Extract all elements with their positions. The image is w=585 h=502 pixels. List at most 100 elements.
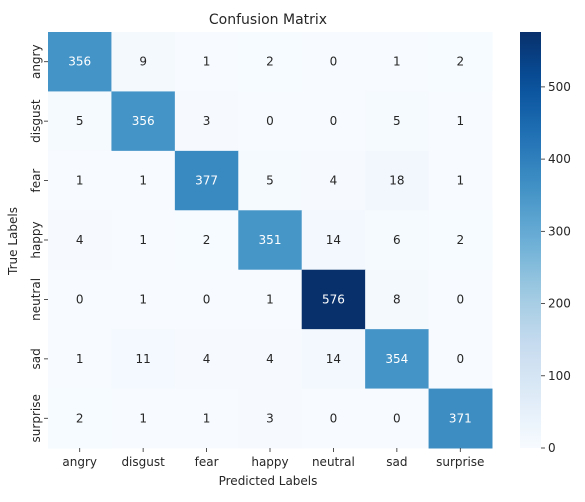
- cell-value-label: 5: [393, 114, 401, 128]
- heatmap-cell: [48, 91, 112, 152]
- heatmap-cell: [365, 150, 430, 211]
- heatmap-cell: [174, 150, 239, 211]
- heatmap-cell: [238, 91, 303, 152]
- cell-value-label: 8: [393, 292, 401, 306]
- heatmap-cell: [428, 269, 493, 330]
- y-tick-label: surprise: [29, 394, 43, 442]
- cell-value-label: 576: [322, 292, 345, 306]
- cell-value-label: 1: [139, 411, 147, 425]
- cell-value-label: 2: [76, 411, 84, 425]
- heatmap-cell: [238, 329, 303, 390]
- heatmap-cell: [238, 32, 303, 92]
- heatmap-cell: [238, 388, 303, 449]
- x-axis-label: Predicted Labels: [219, 474, 318, 488]
- heatmap-cell: [238, 150, 303, 211]
- heatmap-cell: [428, 388, 493, 449]
- cell-value-label: 0: [203, 292, 211, 306]
- heatmap-cell: [365, 210, 430, 271]
- heatmap-cells: 356 9 1 2 0 1 25 356 3 0 0 5 11 1 377 5 4 18 14 1 2 351 14 6 20 1…: [48, 32, 493, 449]
- cell-value-label: 2: [456, 233, 464, 247]
- heatmap-cell: [174, 269, 239, 330]
- y-axis-ticks: angry disgust fear happy neutral sad surprise: [29, 44, 48, 442]
- cell-value-label: 371: [449, 411, 472, 425]
- heatmap-cell: [301, 91, 366, 152]
- cell-value-label: 1: [456, 174, 464, 188]
- cell-value-label: 1: [393, 55, 401, 69]
- cell-value-label: 0: [456, 292, 464, 306]
- heatmap-cell: [301, 32, 366, 92]
- cell-value-label: 5: [76, 114, 84, 128]
- heatmap-cell: [428, 329, 493, 390]
- heatmap-cell: [428, 32, 493, 92]
- heatmap-cell: [428, 150, 493, 211]
- heatmap-cell: [174, 388, 239, 449]
- cell-value-label: 1: [203, 55, 211, 69]
- x-tick-label: angry: [62, 455, 97, 469]
- y-tick-label: neutral: [29, 278, 43, 321]
- heatmap-cell: [111, 388, 176, 449]
- cell-value-label: 18: [389, 174, 404, 188]
- cell-value-label: 4: [76, 233, 84, 247]
- cell-value-label: 2: [266, 55, 274, 69]
- heatmap-cell: [174, 329, 239, 390]
- y-axis-label: True Labels: [6, 207, 20, 276]
- x-tick-label: sad: [386, 455, 407, 469]
- x-tick-label: disgust: [121, 455, 165, 469]
- cell-value-label: 354: [385, 352, 408, 366]
- heatmap-cell: [48, 150, 112, 211]
- cell-value-label: 1: [139, 292, 147, 306]
- cell-value-label: 0: [76, 292, 84, 306]
- heatmap-cell: [238, 269, 303, 330]
- heatmap-cell: [111, 91, 176, 152]
- cell-value-label: 9: [139, 55, 147, 69]
- heatmap-cell: [301, 329, 366, 390]
- chart-title: Confusion Matrix: [209, 12, 327, 28]
- colorbar-tick-label: 100: [548, 369, 571, 383]
- cell-value-label: 3: [203, 114, 211, 128]
- heatmap-cell: [174, 91, 239, 152]
- cell-value-label: 4: [330, 174, 338, 188]
- cell-value-label: 4: [203, 352, 211, 366]
- y-tick-label: happy: [29, 221, 43, 258]
- heatmap-cell: [301, 388, 366, 449]
- heatmap-cell: [174, 210, 239, 271]
- y-tick-label: disgust: [29, 99, 43, 143]
- colorbar-gradient: [520, 32, 541, 448]
- heatmap-cell: [428, 91, 493, 152]
- cell-value-label: 2: [203, 233, 211, 247]
- cell-value-label: 1: [76, 352, 84, 366]
- x-axis-ticks: angry disgust fear happy neutral sad surprise: [62, 448, 484, 469]
- cell-value-label: 2: [456, 55, 464, 69]
- heatmap-cell: [48, 32, 112, 92]
- cell-value-label: 11: [136, 352, 151, 366]
- x-tick-label: happy: [251, 455, 288, 469]
- heatmap-cell: [174, 32, 239, 92]
- cell-value-label: 3: [266, 411, 274, 425]
- colorbar-tick-label: 300: [548, 224, 571, 238]
- cell-value-label: 0: [456, 352, 464, 366]
- cell-value-label: 14: [326, 352, 341, 366]
- colorbar: 0 100 200 300 400 500: [520, 32, 571, 455]
- cell-value-label: 356: [132, 114, 155, 128]
- heatmap-cell: [111, 32, 176, 92]
- y-tick-label: sad: [29, 348, 43, 369]
- x-tick-label: neutral: [312, 455, 355, 469]
- heatmap-cell: [301, 150, 366, 211]
- cell-value-label: 351: [259, 233, 282, 247]
- cell-value-label: 1: [139, 233, 147, 247]
- cell-value-label: 4: [266, 352, 274, 366]
- cell-value-label: 1: [266, 292, 274, 306]
- colorbar-tick-label: 200: [548, 297, 571, 311]
- colorbar-tick-label: 500: [548, 80, 571, 94]
- heatmap-cell: [301, 269, 366, 330]
- cell-value-label: 1: [139, 174, 147, 188]
- colorbar-tick-label: 400: [548, 152, 571, 166]
- heatmap-cell: [111, 150, 176, 211]
- heatmap-cell: [365, 269, 430, 330]
- cell-value-label: 356: [68, 55, 91, 69]
- cell-value-label: 0: [330, 55, 338, 69]
- y-tick-label: fear: [29, 169, 43, 193]
- cell-value-label: 1: [76, 174, 84, 188]
- heatmap-cell: [48, 329, 112, 390]
